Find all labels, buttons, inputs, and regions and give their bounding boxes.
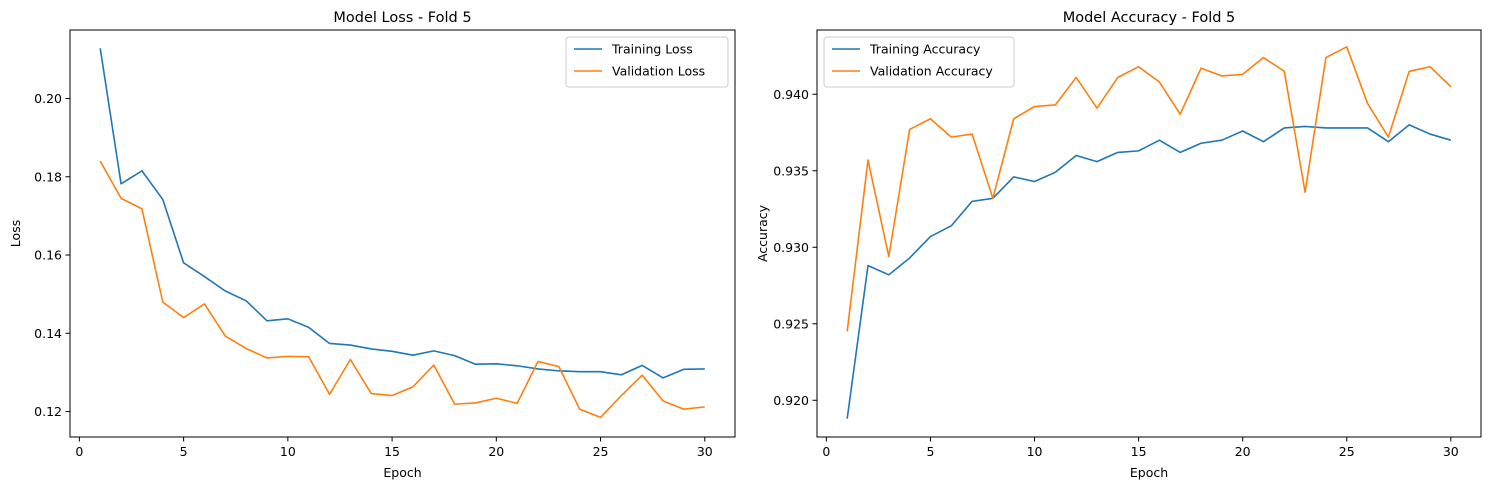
series-line-validation-loss <box>99 160 705 419</box>
y-tick-label: 0.920 <box>773 393 809 408</box>
legend-entry: Training Accuracy <box>869 42 981 57</box>
y-tick-label: 0.18 <box>34 169 62 184</box>
legend-entry: Training Loss <box>611 42 693 57</box>
legend-box <box>565 36 729 88</box>
x-tick-label: 20 <box>1235 444 1251 459</box>
y-tick-label: 0.940 <box>773 87 809 102</box>
x-tick-label: 5 <box>926 444 934 459</box>
x-axis-label: Epoch <box>1130 465 1168 480</box>
y-tick-label: 0.925 <box>773 316 809 331</box>
x-axis-label: Epoch <box>383 465 421 480</box>
accuracy-chart-panel: 0 5 10 15 20 25 30 0.920 0.925 0.930 0.935 0.940 Mod… <box>755 10 1482 480</box>
x-tick-label: 0 <box>822 444 830 459</box>
legend: Training Loss Validation Loss <box>565 36 729 88</box>
legend-entry: Validation Accuracy <box>870 64 993 79</box>
x-tick-label: 5 <box>180 444 188 459</box>
series-line-training-loss <box>99 48 705 379</box>
y-tick-label: 0.12 <box>34 404 62 419</box>
y-tick-label: 0.16 <box>34 248 62 263</box>
x-tick-label: 15 <box>384 444 400 459</box>
series-line-training-accuracy <box>846 124 1452 419</box>
x-tick-label: 30 <box>697 444 713 459</box>
y-tick-label: 0.14 <box>34 326 62 341</box>
plot-frame <box>816 29 1482 438</box>
x-tick-label: 30 <box>1443 444 1459 459</box>
legend: Training Accuracy Validation Accuracy <box>823 36 1015 88</box>
y-axis-label: Loss <box>8 220 23 247</box>
y-axis-label: Accuracy <box>755 204 770 262</box>
x-tick-label: 15 <box>1131 444 1147 459</box>
y-tick-label: 0.20 <box>34 91 62 106</box>
x-tick-label: 20 <box>488 444 504 459</box>
legend-entry: Validation Loss <box>612 64 705 79</box>
x-tick-label: 10 <box>280 444 296 459</box>
chart-title: Model Accuracy - Fold 5 <box>1063 10 1236 26</box>
x-tick-label: 0 <box>75 444 83 459</box>
x-tick-label: 25 <box>593 444 609 459</box>
chart-title: Model Loss - Fold 5 <box>333 10 471 26</box>
x-tick-label: 25 <box>1339 444 1355 459</box>
legend-box <box>823 36 1015 88</box>
y-tick-label: 0.935 <box>773 163 809 178</box>
series-line-validation-accuracy <box>846 46 1452 332</box>
plot-frame <box>69 29 736 438</box>
x-tick-label: 10 <box>1027 444 1043 459</box>
loss-chart-panel: 0 5 10 15 20 25 30 0.12 0.14 0.16 0.18 0.20 Model Lo… <box>8 10 736 480</box>
y-tick-label: 0.930 <box>773 240 809 255</box>
